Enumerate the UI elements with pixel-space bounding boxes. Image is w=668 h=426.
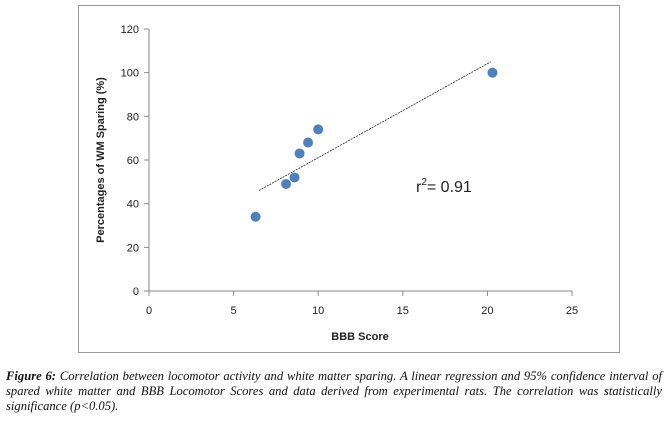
point	[294, 148, 305, 159]
point	[250, 211, 261, 222]
x-tick-label: 25	[566, 305, 578, 317]
chart: BBB Score Percentages of WM Sparing (%) …	[78, 5, 620, 353]
annotation: r2= 0.91	[416, 177, 472, 196]
point	[313, 124, 324, 135]
y-tick-label: 40	[127, 199, 139, 211]
point	[289, 172, 300, 183]
y-tick-label: 120	[121, 24, 139, 36]
annotation-rest: = 0.91	[427, 179, 472, 196]
y-tick-label: 80	[127, 111, 139, 123]
chart-border	[78, 5, 620, 353]
x-tick-label: 15	[397, 305, 409, 317]
x-tick-label: 5	[231, 305, 237, 317]
x-tick-label: 20	[481, 305, 493, 317]
annotation-base: r	[416, 179, 422, 196]
trendline	[258, 61, 491, 191]
x-tick-label: 0	[146, 305, 152, 317]
x-tick-label: 10	[312, 305, 324, 317]
y-tick-label: 60	[127, 155, 139, 167]
annotation-sup: 2	[421, 177, 427, 188]
point	[303, 137, 314, 148]
caption: Figure 6: Correlation between locomotor …	[6, 369, 662, 414]
x-axis-label: BBB Score	[331, 331, 388, 343]
y-tick-label: 100	[121, 68, 139, 80]
y-axis-label: Percentages of WM Sparing (%)	[95, 77, 107, 243]
caption-label: Figure 6:	[6, 369, 57, 383]
caption-text: Correlation between locomotor activity a…	[6, 369, 662, 413]
y-tick-label: 20	[127, 242, 139, 254]
point	[281, 179, 292, 190]
y-tick-label: 0	[133, 286, 139, 298]
point	[487, 67, 498, 78]
